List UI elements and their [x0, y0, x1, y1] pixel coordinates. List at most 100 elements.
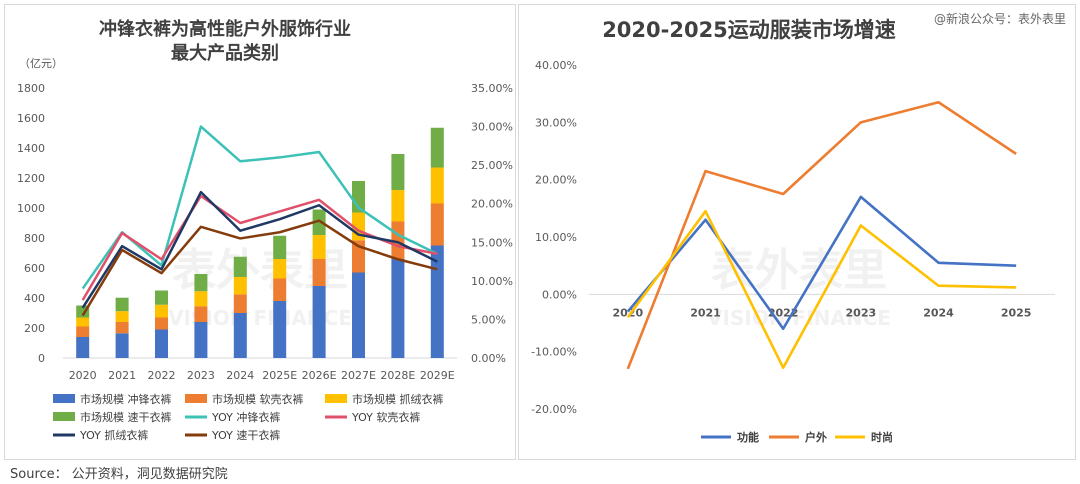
x-tick-label: 2026E [302, 369, 337, 382]
series-line [626, 195, 1017, 331]
watermark-logo-right: 表外表里 [711, 245, 887, 296]
left-chart-panel: 表外表里 VISION FINANCE 冲锋衣裤为高性能户外服饰行业 最大产品类… [4, 4, 516, 460]
bar-segment [352, 272, 365, 358]
right-chart-panel: 表外表里 VISION FINANCE 2020-2025运动服装市场增速 -2… [518, 4, 1076, 460]
legend-label: YOY 冲锋衣裤 [211, 410, 280, 424]
source-note: Source： 公开资料，洞见数据研究院 [10, 467, 228, 482]
legend-label: YOY 软壳衣裤 [351, 410, 420, 424]
y-tick-label: 200 [24, 322, 45, 335]
bar-segment [76, 326, 90, 337]
chart-title: 2020-2025运动服装市场增速 [602, 18, 896, 42]
legend-label: YOY 抓绒衣裤 [79, 428, 148, 442]
yoy-line [81, 219, 438, 317]
y2-tick-label: 0.00% [471, 352, 506, 365]
bar-segment [194, 322, 208, 358]
bar-segment [430, 167, 444, 204]
bar-segment [233, 294, 247, 313]
bar-segment [115, 333, 129, 358]
y-tick-label: 1400 [17, 142, 45, 155]
x-tick-label: 2023 [846, 306, 877, 319]
legend-swatch [325, 394, 347, 403]
x-tick-label: 2021 [690, 306, 721, 319]
bar-segment [312, 235, 326, 259]
y-unit-label: （亿元） [19, 57, 63, 70]
bar-segment [194, 291, 208, 307]
y-tick-label: 20.00% [535, 174, 577, 187]
right-axes: -20.00% -10.00% 0.00% 10.00% 20.00% 30.00% 40.… [531, 59, 1055, 416]
right-legend: 功能 户外 时尚 [701, 430, 893, 444]
bar-segment [155, 329, 168, 358]
legend-swatch [53, 412, 75, 421]
y-tick-label: 600 [24, 262, 45, 275]
bar-segment [233, 256, 247, 277]
legend-label: 功能 [737, 430, 759, 444]
legend-label: 市场规模 冲锋衣裤 [80, 392, 172, 406]
left-bars [76, 127, 444, 358]
bar-segment [273, 235, 287, 259]
bar-segment [115, 297, 129, 312]
y-tick-label: -10.00% [531, 346, 577, 359]
y-tick-label: 1000 [17, 202, 45, 215]
legend-label: 市场规模 软壳衣裤 [212, 392, 304, 406]
right-chart: 表外表里 VISION FINANCE 2020-2025运动服装市场增速 -2… [531, 18, 1055, 444]
bar-segment [233, 277, 247, 295]
legend-swatch [185, 394, 207, 403]
x-tick-label: 2028E [380, 369, 415, 382]
bar-segment [391, 190, 405, 222]
bar-segment [76, 317, 90, 327]
x-tick-label: 2022 [148, 369, 176, 382]
y-tick-label: 1600 [17, 112, 45, 125]
bar-segment [430, 245, 444, 358]
left-axes: 0 200 400 600 800 1000 1200 1400 1600 1800 0.00% 5.… [17, 82, 513, 382]
legend-label: YOY 速干衣裤 [211, 428, 280, 442]
x-tick-label: 2020 [613, 306, 644, 319]
x-tick-label: 2027E [341, 369, 376, 382]
bar-segment [273, 259, 287, 279]
bar-segment [194, 306, 208, 322]
left-chart: 表外表里 VISION FINANCE 冲锋衣裤为高性能户外服饰行业 最大产品类… [17, 18, 513, 442]
source-watermark: @新浪公众号：表外表里 [933, 12, 1066, 26]
bar-segment [273, 301, 287, 358]
x-tick-label: 2024 [226, 369, 254, 382]
series-line [626, 100, 1017, 370]
y2-tick-label: 20.00% [471, 198, 513, 211]
y-tick-label: 1200 [17, 172, 45, 185]
legend-label: 市场规模 抓绒衣裤 [352, 392, 444, 406]
bar-segment [312, 209, 326, 235]
y2-tick-label: 25.00% [471, 159, 513, 172]
x-tick-label: 2025 [1001, 306, 1032, 319]
bar-segment [115, 322, 129, 334]
y2-tick-label: 35.00% [471, 82, 513, 95]
bar-segment [115, 311, 129, 322]
bar-segment [391, 259, 405, 358]
left-lines [81, 125, 438, 317]
bar-segment [391, 154, 405, 190]
bar-segment [155, 290, 168, 305]
bar-segment [273, 278, 287, 301]
yoy-line [81, 125, 438, 290]
bar-segment [430, 127, 444, 168]
y2-tick-label: 10.00% [471, 275, 513, 288]
y2-tick-label: 30.00% [471, 121, 513, 134]
right-lines [626, 100, 1017, 370]
x-tick-label: 2021 [108, 369, 136, 382]
y-tick-label: 10.00% [535, 231, 577, 244]
y-tick-label: 30.00% [535, 116, 577, 129]
y-tick-label: 0 [38, 352, 45, 365]
legend-swatch [53, 394, 75, 403]
x-tick-label: 2025E [262, 369, 297, 382]
y2-tick-label: 5.00% [471, 313, 506, 326]
legend-label: 时尚 [871, 430, 893, 444]
y-tick-label: 400 [24, 292, 45, 305]
bar-segment [430, 203, 444, 246]
bar-segment [312, 286, 326, 358]
y-tick-label: 0.00% [542, 288, 577, 301]
watermark-logo-right-sub: VISION FINANCE [707, 306, 891, 330]
chart-title-line-2: 最大产品类别 [171, 42, 279, 64]
bar-segment [233, 313, 247, 358]
y2-tick-label: 15.00% [471, 236, 513, 249]
bar-segment [312, 259, 326, 286]
yoy-line [81, 190, 438, 309]
bar-segment [155, 304, 168, 318]
